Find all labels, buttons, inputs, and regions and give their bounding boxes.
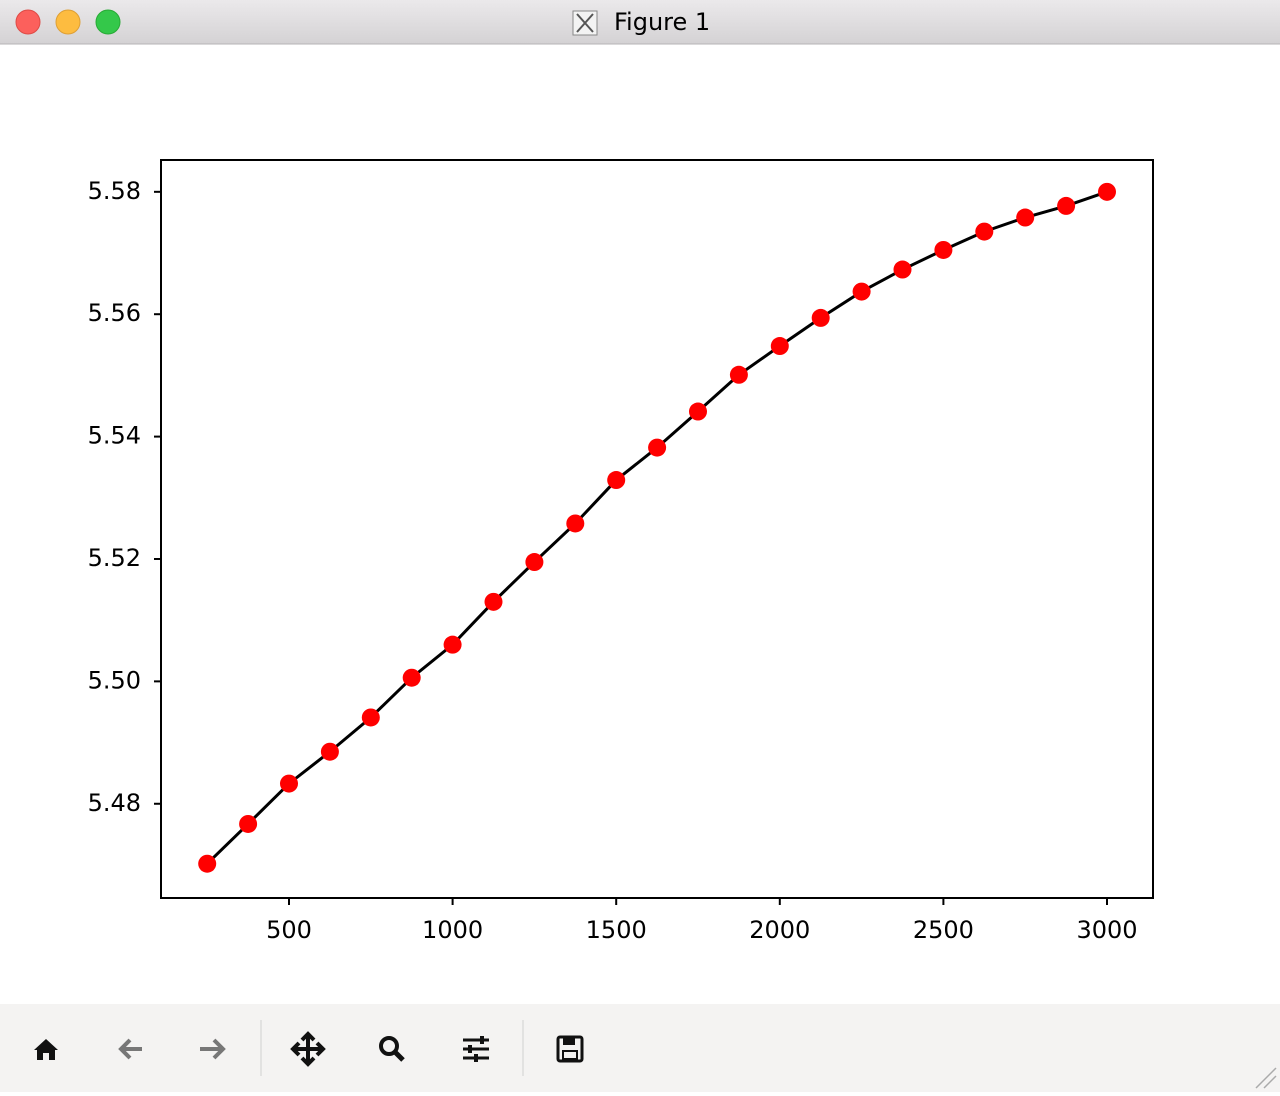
data-point [566, 514, 585, 533]
home-button[interactable] [34, 1039, 58, 1060]
x-tick-label: 2500 [913, 916, 974, 944]
back-button[interactable] [118, 1038, 142, 1060]
minimize-button[interactable] [55, 9, 81, 35]
plot-area: 5.48 5.50 5.52 5.54 5.56 5.58 500 1000 1500 2000 2… [88, 177, 1138, 944]
pan-button[interactable] [290, 1031, 326, 1067]
x-tick-label: 500 [266, 916, 312, 944]
title-bar [0, 0, 1280, 44]
data-point [1016, 208, 1035, 227]
data-point [607, 471, 626, 490]
data-point [688, 402, 707, 421]
data-point [239, 814, 258, 833]
data-point [1097, 182, 1116, 201]
plot-frame [160, 159, 1154, 899]
forward-button[interactable] [200, 1038, 226, 1060]
data-point [402, 668, 421, 687]
data-point [770, 337, 789, 356]
resize-grip [1255, 1067, 1277, 1089]
data-point [280, 774, 298, 793]
data-point [484, 592, 503, 611]
data-point [729, 365, 748, 384]
data-point [320, 742, 339, 761]
window-icon-glyph [576, 13, 594, 33]
zoom-tool-button[interactable] [379, 1036, 405, 1062]
data-point [852, 282, 871, 301]
window-title: Figure 1 [614, 8, 710, 36]
x-tick-label: 1000 [422, 916, 483, 944]
configure-button[interactable] [463, 1036, 489, 1062]
data-point [525, 553, 544, 572]
data-point [443, 635, 462, 654]
zoom-button[interactable] [95, 9, 121, 35]
x-tick-label: 3000 [1076, 916, 1137, 944]
data-point [893, 260, 912, 279]
data-point [811, 308, 830, 327]
y-tick-label: 5.56 [88, 299, 141, 327]
data-point [934, 240, 953, 259]
close-button[interactable] [15, 9, 41, 35]
y-tick-label: 5.48 [88, 789, 141, 817]
y-tick-label: 5.50 [88, 666, 141, 694]
data-point [975, 222, 994, 241]
y-tick-label: 5.52 [88, 544, 141, 572]
y-tick-label: 5.58 [88, 177, 141, 205]
toolbar [0, 1004, 1280, 1092]
y-tick-label: 5.54 [88, 422, 141, 450]
x-tick-label: 2000 [749, 916, 810, 944]
data-point [198, 854, 217, 873]
data-point [648, 438, 667, 457]
data-point [361, 708, 380, 727]
x-tick-label: 1500 [586, 916, 647, 944]
save-button[interactable] [556, 1035, 584, 1063]
data-point [1057, 196, 1076, 215]
